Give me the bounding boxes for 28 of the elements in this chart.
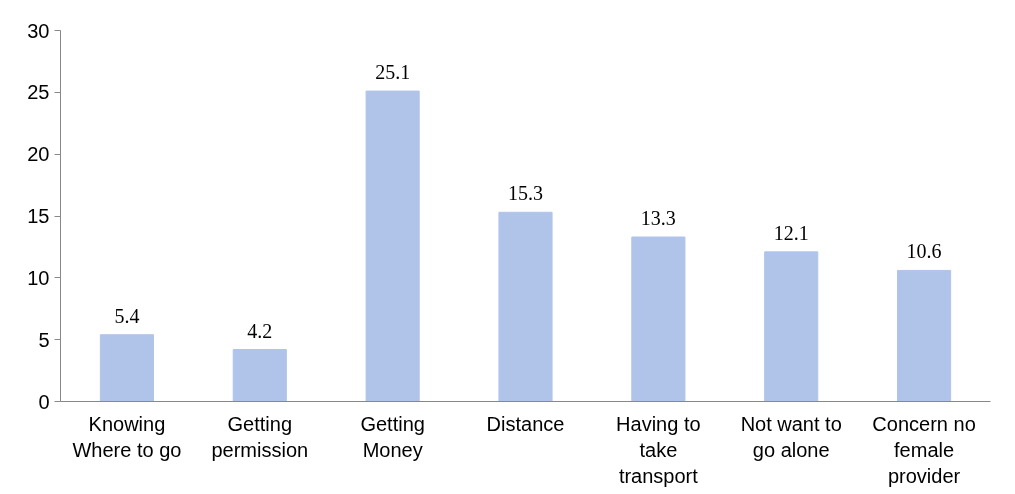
x-tick-label: Getting permission (211, 412, 309, 461)
bar (897, 269, 952, 402)
y-tick-label: 10 (27, 266, 50, 289)
bar (764, 251, 819, 402)
x-tick-label: Knowing Where to go (72, 412, 182, 461)
x-tick-label: Concern no female provider (872, 412, 976, 488)
bar (498, 211, 553, 402)
bar (631, 236, 686, 402)
y-tick-label: 20 (27, 143, 50, 166)
x-tick-label: Getting Money (360, 412, 425, 461)
x-tick-label: Distance (486, 412, 565, 435)
data-label: 25.1 (375, 61, 411, 84)
data-label: 13.3 (640, 207, 676, 230)
bar (365, 90, 420, 402)
y-tick-label: 5 (38, 328, 50, 351)
data-label: 15.3 (508, 182, 543, 205)
data-label: 12.1 (773, 221, 809, 244)
x-tick-label: Not want to go alone (740, 412, 842, 461)
y-tick-label: 25 (27, 81, 50, 104)
y-tick-label: 0 (38, 390, 50, 413)
bar (99, 334, 154, 402)
data-label: 4.2 (247, 319, 273, 342)
data-label: 10.6 (906, 240, 942, 263)
y-tick-label: 30 (27, 19, 50, 42)
bar (232, 349, 287, 402)
x-tick-label: Having to take transport (616, 412, 701, 488)
y-tick-label: 15 (27, 205, 50, 227)
data-label: 5.4 (114, 304, 140, 327)
